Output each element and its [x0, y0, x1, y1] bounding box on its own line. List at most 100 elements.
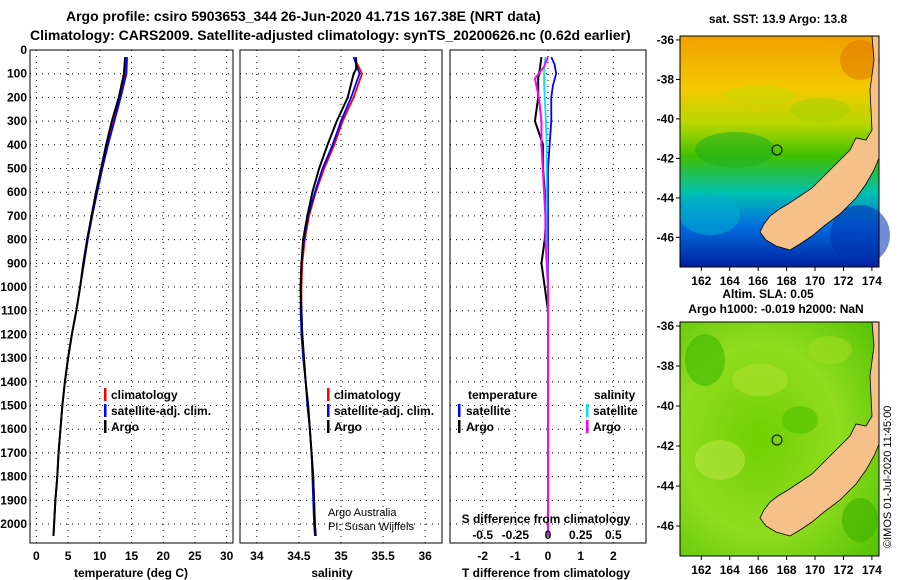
new-zealand-land: [759, 321, 880, 537]
map-lat-label: -44: [657, 479, 675, 493]
map-lat-label: -42: [657, 151, 675, 165]
depth-tick-label: 200: [7, 90, 27, 104]
x-tick-label: 30: [220, 549, 234, 563]
depth-tick-label: 1400: [0, 375, 27, 389]
legend-t-satellite: satellite: [466, 404, 511, 418]
x-tick-label: 36: [418, 549, 432, 563]
sla-texture: [685, 334, 878, 542]
temperature-panel: 0100200300400500600700800900100011001200…: [0, 43, 233, 580]
depth-tick-label: 2000: [0, 517, 27, 531]
temperature-legend: climatology satellite-adj. clim. Argo: [104, 388, 211, 434]
map-lat-label: -44: [657, 191, 675, 205]
x-tick-label: 20: [157, 549, 171, 563]
legend-argo-swatch: [327, 420, 330, 433]
map-lon-label: 172: [833, 274, 853, 288]
map-lat-label: -46: [657, 519, 675, 533]
series-satellite-adj-clim-: [52, 57, 128, 536]
sla-map-panel: Altim. SLA: 0.05 Argo h1000: -0.019 h200…: [657, 287, 883, 577]
x-tick-label: -1: [510, 549, 521, 563]
depth-tick-label: 1500: [0, 399, 27, 413]
map-lat-label: -36: [657, 319, 675, 333]
depth-tick-label: 1600: [0, 422, 27, 436]
depth-tick-label: 1100: [1, 304, 27, 318]
legend-argo: Argo: [334, 420, 362, 434]
map-lon-label: 172: [833, 563, 853, 577]
new-zealand-land: [759, 35, 880, 251]
salinity-panel: 34 34.5 35 35.5 36 salinity climatology sate…: [239, 49, 443, 580]
s-tick-label: 0.5: [605, 528, 622, 542]
depth-tick-label: 400: [7, 138, 27, 152]
x-tick-label: 2: [610, 549, 617, 563]
s-tick-label: -0.5: [472, 528, 493, 542]
depth-tick-label: 1200: [0, 327, 27, 341]
depth-tick-label: 1300: [0, 351, 27, 365]
header-line1: Argo profile: csiro 5903653_344 26-Jun-2…: [66, 8, 541, 24]
legend-t-satellite-swatch: [458, 404, 461, 417]
s-tick-label: -0.25: [502, 528, 530, 542]
map-lat-label: -38: [657, 72, 675, 86]
x-tick-label: 34: [250, 549, 264, 563]
legend-s-satellite: satellite: [593, 404, 638, 418]
difference-plot-frame: [449, 49, 647, 544]
salinity-xlabel: salinity: [311, 566, 353, 580]
x-tick-label: 25: [188, 549, 202, 563]
depth-tick-label: 700: [7, 209, 27, 223]
depth-tick-label: 1800: [0, 470, 27, 484]
legend-argo: Argo: [111, 420, 139, 434]
series-argo: [52, 57, 127, 536]
series-temperature-satellite: [547, 56, 558, 536]
float-position-marker: [771, 434, 783, 446]
legend-temperature-heading: temperature: [468, 388, 538, 402]
depth-tick-label: 800: [7, 233, 27, 247]
x-tick-label: 10: [93, 549, 107, 563]
map-lon-label: 170: [805, 563, 825, 577]
difference-top-xlabel: S difference from climatology: [462, 512, 631, 526]
series-satellite-adj-clim-: [299, 56, 361, 536]
legend-satellite-swatch: [327, 404, 330, 417]
sla-map-title: Argo h1000: -0.019 h2000: NaN: [688, 302, 863, 316]
x-tick-label: -2: [477, 549, 488, 563]
legend-satellite: satellite-adj. clim.: [334, 404, 434, 418]
series-salinity-argo: [533, 56, 549, 536]
depth-tick-label: 1900: [0, 493, 27, 507]
credit-line1: Argo Australia: [328, 507, 397, 519]
sst-map-panel: sat. SST: 13.9 Argo: 13.8 162 164 166 168 17…: [657, 12, 890, 288]
legend-climatology-swatch: [104, 388, 107, 401]
series-climatology: [52, 61, 128, 536]
s-tick-label: 0: [545, 528, 552, 542]
salinity-plot-frame: [239, 49, 443, 544]
legend-satellite: satellite-adj. clim.: [111, 404, 211, 418]
map-lon-label: 164: [720, 274, 740, 288]
difference-xlabel: T difference from climatology: [462, 566, 630, 580]
sla-map-subtitle: Altim. SLA: 0.05: [722, 287, 814, 301]
legend-s-argo-swatch: [586, 420, 589, 433]
sst-map-title: sat. SST: 13.9 Argo: 13.8: [709, 12, 848, 26]
map-lon-label: 166: [748, 563, 768, 577]
map-lon-label: 174: [862, 274, 882, 288]
legend-climatology: climatology: [334, 388, 401, 402]
float-position-marker: [771, 144, 783, 156]
legend-s-argo: Argo: [593, 420, 621, 434]
map-lat-label: -38: [657, 359, 675, 373]
map-lat-label: -46: [657, 230, 675, 244]
legend-climatology: climatology: [111, 388, 178, 402]
legend-satellite-swatch: [104, 404, 107, 417]
map-lat-label: -36: [657, 33, 675, 47]
depth-tick-label: 1000: [0, 280, 27, 294]
x-tick-label: 35: [334, 549, 348, 563]
sst-map-frame: [679, 35, 880, 268]
temperature-plot-frame: [29, 49, 234, 544]
depth-tick-label: 100: [7, 67, 27, 81]
map-lon-label: 166: [748, 274, 768, 288]
x-tick-label: 5: [65, 549, 72, 563]
map-lon-label: 168: [777, 563, 797, 577]
imos-credit: ©IMOS 01-Jul-2020 11:45:00: [882, 406, 894, 548]
s-tick-label: 0.25: [569, 528, 593, 542]
depth-tick-label: 500: [7, 162, 27, 176]
difference-legend: temperature satellite Argo salinity sate…: [458, 388, 638, 434]
x-tick-label: 34.5: [287, 549, 311, 563]
legend-argo-swatch: [104, 420, 107, 433]
header-line2: Climatology: CARS2009. Satellite-adjuste…: [30, 27, 631, 43]
salinity-legend: climatology satellite-adj. clim. Argo: [327, 388, 434, 434]
credit-line2: PI: Susan Wijffels: [328, 521, 414, 533]
